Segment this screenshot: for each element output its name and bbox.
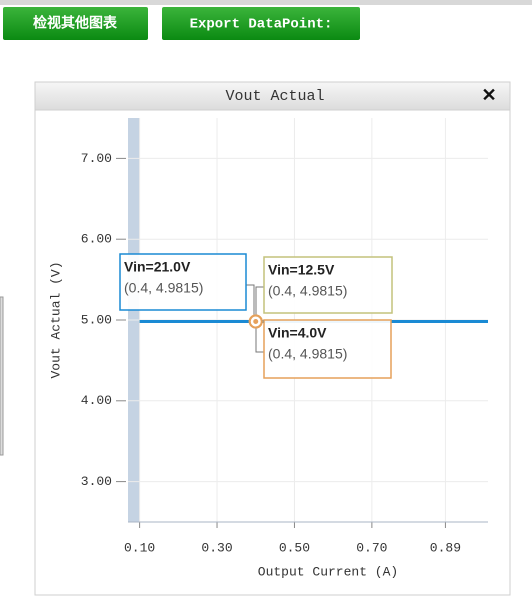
- dialog-title: Vout Actual: [225, 88, 324, 105]
- tooltip: [263, 256, 393, 314]
- x-tick-label: 0.50: [279, 540, 310, 555]
- point-dot: [253, 318, 259, 324]
- y-tick-label: 6.00: [81, 232, 112, 247]
- tooltip-value: (0.4, 4.9815): [124, 280, 203, 296]
- x-tick-label: 0.89: [430, 540, 461, 555]
- x-axis-title: Output Current (A): [258, 564, 398, 579]
- tooltip-series: Vin=21.0V: [124, 259, 191, 275]
- tooltip-value: (0.4, 4.9815): [268, 346, 347, 362]
- button-label[interactable]: 检视其他图表: [33, 15, 118, 31]
- dialog-titlebar: [34, 81, 511, 111]
- close-button[interactable]: ✕: [481, 85, 496, 105]
- tooltip-value: (0.4, 4.9815): [268, 283, 347, 299]
- button-label[interactable]: Export DataPoint:: [190, 17, 333, 33]
- x-tick-label: 0.30: [201, 540, 232, 555]
- y-tick-label: 4.00: [81, 393, 112, 408]
- y-axis-title: Vout Actual (V): [48, 261, 63, 378]
- tooltip-series: Vin=4.0V: [268, 325, 327, 341]
- button[interactable]: [162, 7, 360, 40]
- button[interactable]: [3, 7, 148, 40]
- y-tick-label: 7.00: [81, 151, 112, 166]
- side-edge: [0, 296, 4, 456]
- tooltip: [119, 253, 247, 311]
- plot: 3.00 4.00 5.00 6.00 7.00 0.10 0.30 0.50 0.70 0.89…: [48, 118, 488, 579]
- tooltip: [263, 319, 392, 379]
- y-tick-label: 3.00: [81, 474, 112, 489]
- y-tick-label: 5.00: [81, 312, 112, 327]
- x-tick-label: 0.10: [124, 540, 155, 555]
- top-strip: [0, 0, 532, 5]
- x-tick-label: 0.70: [356, 540, 387, 555]
- tooltip-series: Vin=12.5V: [268, 262, 335, 278]
